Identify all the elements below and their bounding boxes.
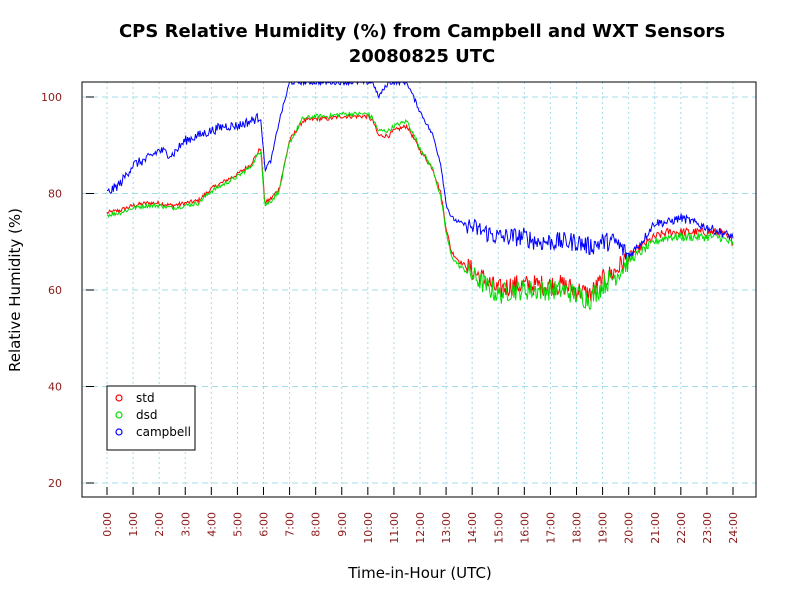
x-axis-label: Time-in-Hour (UTC)	[347, 564, 492, 582]
y-tick-label: 80	[48, 188, 62, 201]
x-tick-label: 21:00	[649, 512, 662, 544]
x-tick-label: 8:00	[310, 512, 323, 537]
x-tick-label: 14:00	[466, 512, 479, 544]
x-tick-label: 23:00	[701, 512, 714, 544]
plot-frame	[81, 81, 757, 498]
x-tick-label: 1:00	[127, 512, 140, 537]
legend-marker-campbell	[115, 428, 123, 436]
legend-label-dsd: dsd	[136, 408, 158, 422]
chart-title: CPS Relative Humidity (%) from Campbell …	[119, 21, 725, 42]
y-tick-label: 60	[48, 284, 62, 297]
y-tick-label: 100	[41, 91, 62, 104]
series-layer	[106, 82, 734, 311]
legend-marker-dsd	[115, 411, 123, 419]
y-tick-label: 20	[48, 477, 62, 490]
x-tick-label: 24:00	[727, 512, 740, 544]
x-tick-label: 0:00	[101, 512, 114, 537]
x-tick-label: 7:00	[284, 512, 297, 537]
x-tick-label: 19:00	[597, 512, 610, 544]
chart-subtitle: 20080825 UTC	[349, 46, 496, 67]
y-axis-label: Relative Humidity (%)	[6, 208, 24, 372]
x-tick-label: 16:00	[518, 512, 531, 544]
x-tick-label: 9:00	[336, 512, 349, 537]
x-tick-label: 22:00	[675, 512, 688, 544]
x-axis: 0:00 1:00 2:00 3:00 4:00 5:00 6:00 7:00 8:00 9:00…	[101, 487, 740, 544]
x-tick-label: 18:00	[571, 512, 584, 544]
x-tick-label: 3:00	[179, 512, 192, 537]
x-tick-label: 4:00	[205, 512, 218, 537]
x-tick-label: 15:00	[492, 512, 505, 544]
x-tick-label: 12:00	[414, 512, 427, 544]
x-tick-label: 11:00	[388, 512, 401, 544]
x-tick-label: 13:00	[440, 512, 453, 544]
x-tick-label: 6:00	[258, 512, 271, 537]
legend-label-campbell: campbell	[136, 425, 191, 439]
series-line-campbell	[106, 82, 734, 259]
legend: std dsd campbell	[106, 385, 196, 451]
y-axis: 20 40 60 80 100	[41, 91, 94, 490]
x-tick-label: 2:00	[153, 512, 166, 537]
x-tick-label: 17:00	[544, 512, 557, 544]
legend-label-std: std	[136, 391, 155, 405]
x-tick-label: 10:00	[362, 512, 375, 544]
legend-marker-std	[115, 394, 123, 402]
x-tick-label: 5:00	[231, 512, 244, 537]
y-tick-label: 40	[48, 381, 62, 394]
x-tick-label: 20:00	[623, 512, 636, 544]
